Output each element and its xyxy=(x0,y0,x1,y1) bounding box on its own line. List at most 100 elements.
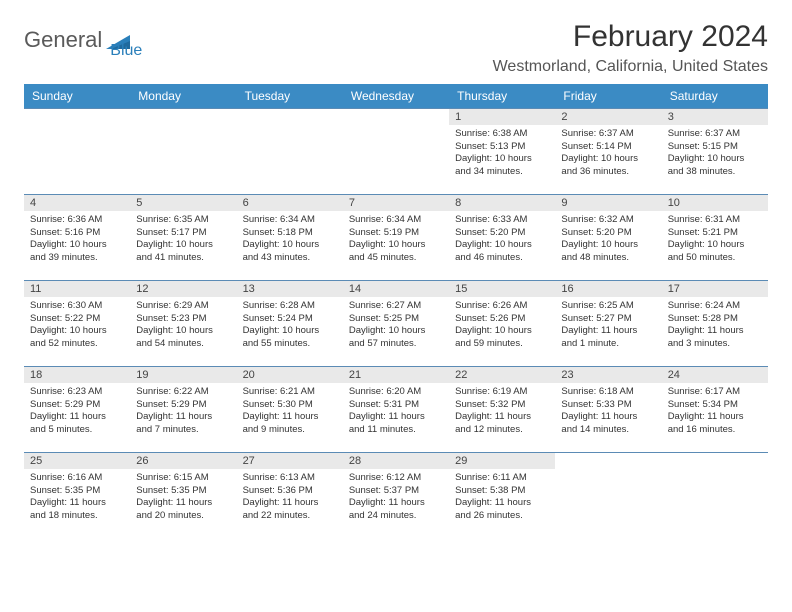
sunrise-text: Sunrise: 6:37 AM xyxy=(668,128,762,141)
week-row: 18Sunrise: 6:23 AMSunset: 5:29 PMDayligh… xyxy=(24,367,768,453)
empty-day-cell xyxy=(662,453,768,539)
sunset-text: Sunset: 5:28 PM xyxy=(668,313,762,326)
day-content: Sunrise: 6:35 AMSunset: 5:17 PMDaylight:… xyxy=(130,211,236,268)
sunrise-text: Sunrise: 6:12 AM xyxy=(349,472,443,485)
day-cell: 28Sunrise: 6:12 AMSunset: 5:37 PMDayligh… xyxy=(343,453,449,539)
day-content: Sunrise: 6:32 AMSunset: 5:20 PMDaylight:… xyxy=(555,211,661,268)
day-content: Sunrise: 6:24 AMSunset: 5:28 PMDaylight:… xyxy=(662,297,768,354)
day-cell: 4Sunrise: 6:36 AMSunset: 5:16 PMDaylight… xyxy=(24,195,130,281)
sunrise-text: Sunrise: 6:22 AM xyxy=(136,386,230,399)
daylight-text: Daylight: 11 hours and 7 minutes. xyxy=(136,411,230,436)
sunset-text: Sunset: 5:30 PM xyxy=(243,399,337,412)
daylight-text: Daylight: 10 hours and 50 minutes. xyxy=(668,239,762,264)
sunrise-text: Sunrise: 6:17 AM xyxy=(668,386,762,399)
sunset-text: Sunset: 5:37 PM xyxy=(349,485,443,498)
sunrise-text: Sunrise: 6:11 AM xyxy=(455,472,549,485)
daylight-text: Daylight: 11 hours and 3 minutes. xyxy=(668,325,762,350)
daylight-text: Daylight: 11 hours and 11 minutes. xyxy=(349,411,443,436)
sunset-text: Sunset: 5:14 PM xyxy=(561,141,655,154)
sunrise-text: Sunrise: 6:23 AM xyxy=(30,386,124,399)
sunset-text: Sunset: 5:33 PM xyxy=(561,399,655,412)
day-number: 26 xyxy=(130,453,236,469)
title-block: February 2024 Westmorland, California, U… xyxy=(493,20,768,76)
day-content: Sunrise: 6:33 AMSunset: 5:20 PMDaylight:… xyxy=(449,211,555,268)
sunset-text: Sunset: 5:15 PM xyxy=(668,141,762,154)
day-cell: 21 Sunrise: 6:20 AMSunset: 5:31 PMDayligh… xyxy=(343,367,449,453)
day-content: Sunrise: 6:30 AMSunset: 5:22 PMDaylight:… xyxy=(24,297,130,354)
day-number: 1 xyxy=(449,109,555,125)
sunrise-text: Sunrise: 6:29 AM xyxy=(136,300,230,313)
day-cell: 24Sunrise: 6:17 AMSunset: 5:34 PMDayligh… xyxy=(662,367,768,453)
day-cell: 9Sunrise: 6:32 AMSunset: 5:20 PMDaylight… xyxy=(555,195,661,281)
day-number: 3 xyxy=(662,109,768,125)
sunset-text: Sunset: 5:31 PM xyxy=(349,399,443,412)
sunrise-text: Sunrise: 6:15 AM xyxy=(136,472,230,485)
sunset-text: Sunset: 5:17 PM xyxy=(136,227,230,240)
day-cell: 15Sunrise: 6:26 AMSunset: 5:26 PMDayligh… xyxy=(449,281,555,367)
day-header-row: SundayMondayTuesdayWednesdayThursdayFrid… xyxy=(24,84,768,109)
daylight-text: Daylight: 10 hours and 55 minutes. xyxy=(243,325,337,350)
sunset-text: Sunset: 5:20 PM xyxy=(561,227,655,240)
sunset-text: Sunset: 5:18 PM xyxy=(243,227,337,240)
week-row: 11Sunrise: 6:30 AMSunset: 5:22 PMDayligh… xyxy=(24,281,768,367)
daylight-text: Daylight: 11 hours and 12 minutes. xyxy=(455,411,549,436)
sunset-text: Sunset: 5:35 PM xyxy=(30,485,124,498)
day-number: 19 xyxy=(130,367,236,383)
day-cell: 13Sunrise: 6:28 AMSunset: 5:24 PMDayligh… xyxy=(237,281,343,367)
day-cell: 6Sunrise: 6:34 AMSunset: 5:18 PMDaylight… xyxy=(237,195,343,281)
day-cell: 12Sunrise: 6:29 AMSunset: 5:23 PMDayligh… xyxy=(130,281,236,367)
day-content: Sunrise: 6:17 AMSunset: 5:34 PMDaylight:… xyxy=(662,383,768,440)
day-content: Sunrise: 6:34 AMSunset: 5:19 PMDaylight:… xyxy=(343,211,449,268)
day-content: Sunrise: 6:34 AMSunset: 5:18 PMDaylight:… xyxy=(237,211,343,268)
day-content: Sunrise: 6:12 AMSunset: 5:37 PMDaylight:… xyxy=(343,469,449,526)
daylight-text: Daylight: 10 hours and 36 minutes. xyxy=(561,153,655,178)
daylight-text: Daylight: 10 hours and 54 minutes. xyxy=(136,325,230,350)
sunset-text: Sunset: 5:26 PM xyxy=(455,313,549,326)
day-number: 12 xyxy=(130,281,236,297)
sunset-text: Sunset: 5:27 PM xyxy=(561,313,655,326)
day-cell: 8Sunrise: 6:33 AMSunset: 5:20 PMDaylight… xyxy=(449,195,555,281)
sunrise-text: Sunrise: 6:20 AM xyxy=(349,386,443,399)
day-number: 10 xyxy=(662,195,768,211)
day-number: 28 xyxy=(343,453,449,469)
day-number: 22 xyxy=(449,367,555,383)
sunrise-text: Sunrise: 6:33 AM xyxy=(455,214,549,227)
sunrise-text: Sunrise: 6:25 AM xyxy=(561,300,655,313)
day-content: Sunrise: 6:19 AMSunset: 5:32 PMDaylight:… xyxy=(449,383,555,440)
day-cell: 26Sunrise: 6:15 AMSunset: 5:35 PMDayligh… xyxy=(130,453,236,539)
sunset-text: Sunset: 5:22 PM xyxy=(30,313,124,326)
sunrise-text: Sunrise: 6:19 AM xyxy=(455,386,549,399)
day-number: 25 xyxy=(24,453,130,469)
day-number: 7 xyxy=(343,195,449,211)
sunset-text: Sunset: 5:38 PM xyxy=(455,485,549,498)
day-number: 23 xyxy=(555,367,661,383)
page-header: General Blue February 2024 Westmorland, … xyxy=(24,20,768,76)
daylight-text: Daylight: 10 hours and 57 minutes. xyxy=(349,325,443,350)
day-content: Sunrise: 6:38 AMSunset: 5:13 PMDaylight:… xyxy=(449,125,555,182)
day-cell: 29Sunrise: 6:11 AMSunset: 5:38 PMDayligh… xyxy=(449,453,555,539)
calendar-body: 1Sunrise: 6:38 AMSunset: 5:13 PMDaylight… xyxy=(24,109,768,539)
day-cell: 2Sunrise: 6:37 AMSunset: 5:14 PMDaylight… xyxy=(555,109,661,195)
sunrise-text: Sunrise: 6:18 AM xyxy=(561,386,655,399)
daylight-text: Daylight: 10 hours and 43 minutes. xyxy=(243,239,337,264)
day-number: 21 xyxy=(343,367,449,383)
day-content: Sunrise: 6:28 AMSunset: 5:24 PMDaylight:… xyxy=(237,297,343,354)
daylight-text: Daylight: 11 hours and 5 minutes. xyxy=(30,411,124,436)
day-content: Sunrise: 6:11 AMSunset: 5:38 PMDaylight:… xyxy=(449,469,555,526)
sunrise-text: Sunrise: 6:16 AM xyxy=(30,472,124,485)
sunrise-text: Sunrise: 6:34 AM xyxy=(349,214,443,227)
day-cell: 27Sunrise: 6:13 AMSunset: 5:36 PMDayligh… xyxy=(237,453,343,539)
day-header-tuesday: Tuesday xyxy=(237,84,343,109)
day-number: 24 xyxy=(662,367,768,383)
daylight-text: Daylight: 11 hours and 16 minutes. xyxy=(668,411,762,436)
sunrise-text: Sunrise: 6:26 AM xyxy=(455,300,549,313)
sunset-text: Sunset: 5:21 PM xyxy=(668,227,762,240)
sunrise-text: Sunrise: 6:32 AM xyxy=(561,214,655,227)
week-row: 4Sunrise: 6:36 AMSunset: 5:16 PMDaylight… xyxy=(24,195,768,281)
sunrise-text: Sunrise: 6:38 AM xyxy=(455,128,549,141)
sunset-text: Sunset: 5:20 PM xyxy=(455,227,549,240)
sunset-text: Sunset: 5:34 PM xyxy=(668,399,762,412)
daylight-text: Daylight: 10 hours and 59 minutes. xyxy=(455,325,549,350)
day-content: Sunrise: 6:16 AMSunset: 5:35 PMDaylight:… xyxy=(24,469,130,526)
empty-day-cell xyxy=(130,109,236,195)
